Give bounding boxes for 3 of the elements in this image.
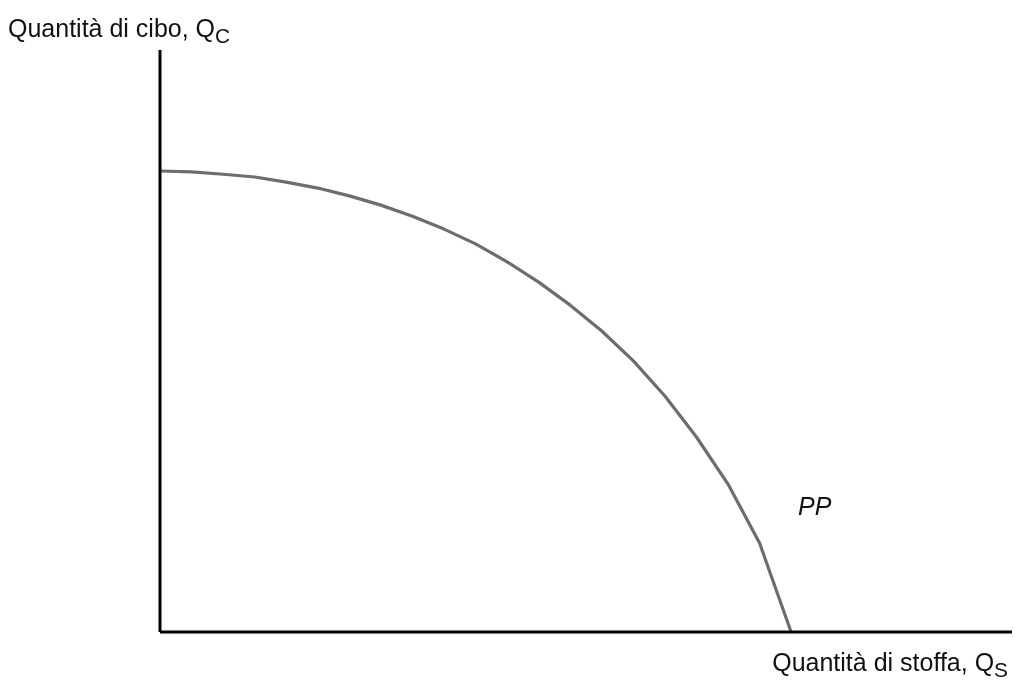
y-axis-title: Quantità di cibo, Q$_{C}$ [8, 14, 231, 48]
x-axis-title: Quantità di stoffa, Q$_{S}$ [772, 648, 1008, 682]
annotation: PP [798, 492, 832, 521]
